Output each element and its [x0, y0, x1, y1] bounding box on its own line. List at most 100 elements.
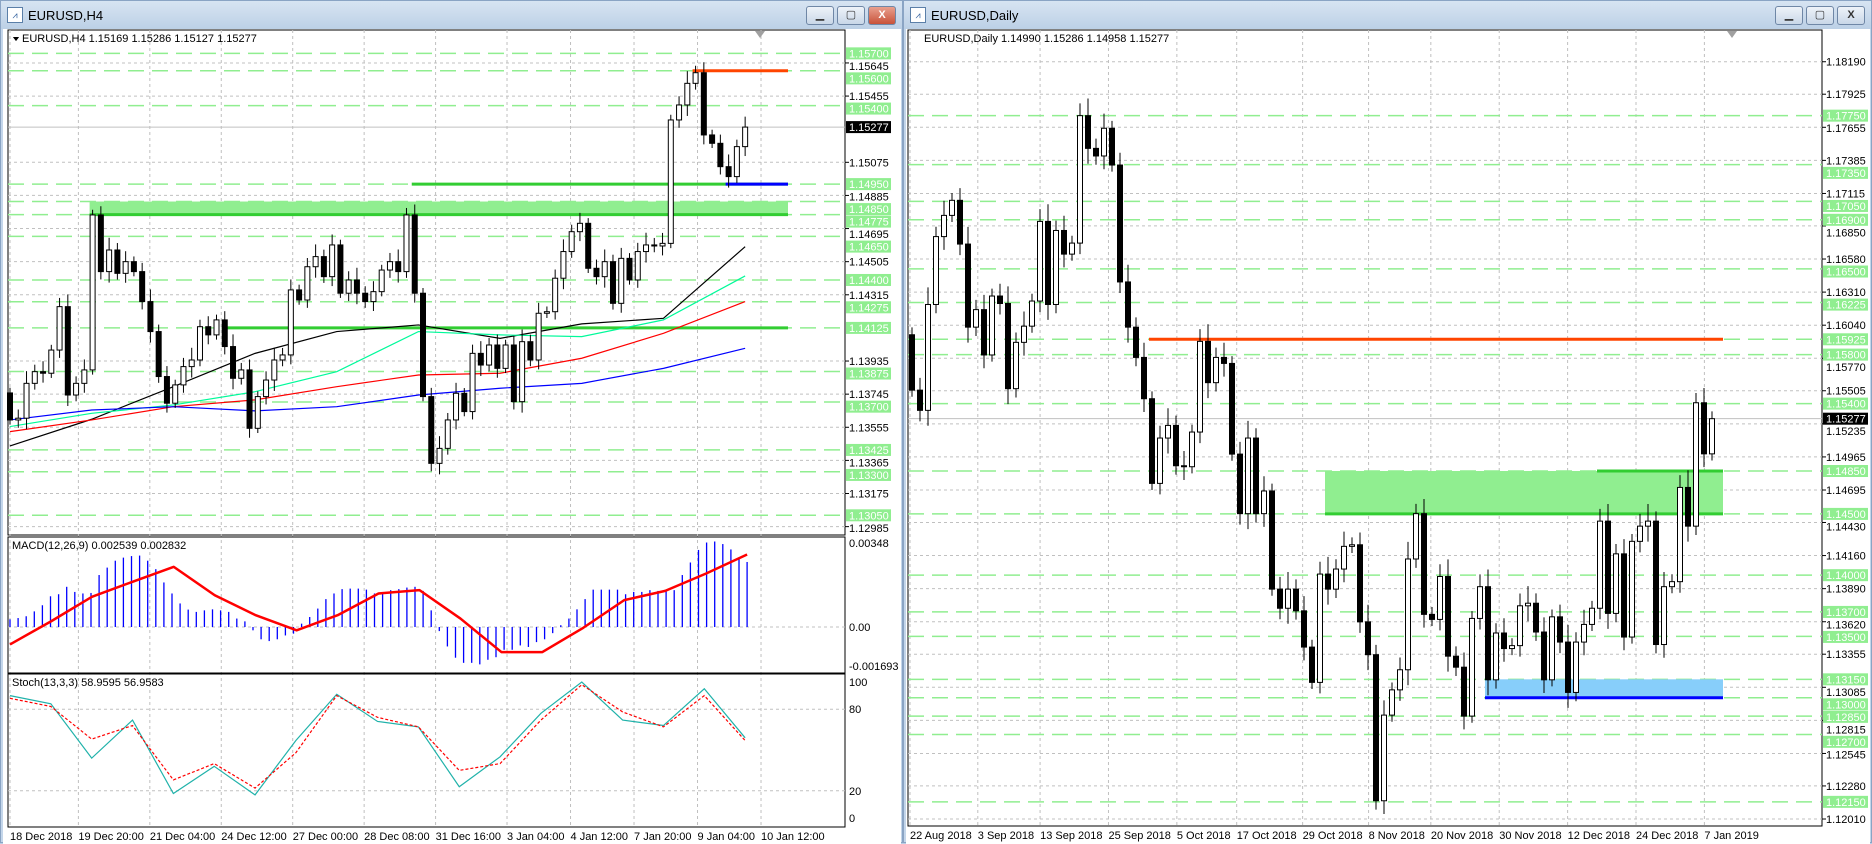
candle-bearish	[1485, 586, 1491, 681]
candle-bullish	[941, 214, 947, 238]
price-axis-label: 1.15235	[1826, 426, 1866, 438]
candle-bearish	[1221, 356, 1227, 364]
candle-bullish	[436, 447, 443, 464]
candle-bullish	[254, 396, 261, 429]
level-price-tag	[846, 215, 891, 228]
candle-bullish	[172, 384, 179, 404]
candle-bearish	[593, 267, 600, 278]
candle-bearish	[461, 392, 468, 413]
candle-bearish	[1701, 402, 1707, 455]
level-price-tag	[1823, 735, 1868, 748]
minimize-button[interactable]: ▁	[806, 6, 834, 25]
candle-bullish	[1285, 588, 1291, 609]
candle-bullish	[1693, 402, 1699, 527]
candle-bullish	[634, 251, 641, 281]
candle-bullish	[1413, 513, 1419, 560]
stoch-label: Stoch(13,3,3) 58.9595 56.9583	[12, 677, 164, 689]
candle-bullish	[1245, 437, 1251, 515]
candle-bearish	[1125, 281, 1131, 328]
shift-marker-icon	[1727, 31, 1737, 38]
candle-bearish	[1541, 631, 1547, 681]
restore-button[interactable]: ▢	[1806, 6, 1834, 25]
candle-bullish	[519, 341, 526, 403]
time-axis-label: 30 Nov 2018	[1499, 830, 1561, 842]
candle-bullish	[1021, 325, 1027, 343]
candle-bullish	[403, 214, 410, 273]
level-price-label: 1.14775	[849, 217, 889, 229]
candle-bullish	[989, 295, 995, 356]
level-price-tag	[846, 468, 891, 481]
level-price-tag	[846, 273, 891, 286]
candle-bearish	[527, 341, 534, 361]
price-axis-label: 1.15505	[1826, 386, 1866, 398]
candle-bullish	[56, 306, 63, 351]
candle-bullish	[1197, 340, 1203, 433]
candle-bearish	[1269, 490, 1275, 590]
candle-bearish	[494, 344, 501, 369]
time-axis-label: 31 Dec 16:00	[436, 831, 501, 843]
level-price-label: 1.17050	[1826, 201, 1866, 213]
close-button[interactable]: X	[868, 6, 896, 25]
time-axis-label: 3 Sep 2018	[978, 830, 1034, 842]
h4-chart-window[interactable]: ⩘ EURUSD,H4 ▁ ▢ X	[0, 0, 903, 844]
candle-bearish	[163, 376, 170, 404]
level-price-label: 1.15800	[1826, 350, 1866, 362]
candle-bullish	[1493, 632, 1499, 681]
candle-bearish	[700, 72, 707, 136]
level-price-label: 1.13875	[849, 369, 889, 381]
candle-bearish	[1253, 437, 1259, 515]
candle-bullish	[1381, 714, 1387, 802]
level-price-label: 1.14850	[1826, 466, 1866, 478]
time-axis-label: 8 Nov 2018	[1369, 830, 1425, 842]
level-price-tag	[846, 443, 891, 456]
daily-title-bar[interactable]: ⩘ EURUSD,Daily ▁ ▢ X	[904, 1, 1871, 29]
level-price-label: 1.13000	[1826, 699, 1866, 711]
h4-symbol-info: EURUSD,H4 1.15169 1.15286 1.15127 1.1527…	[22, 33, 257, 45]
candle-bullish	[48, 349, 55, 374]
moving-average-line	[9, 347, 746, 421]
candle-bullish	[1661, 586, 1667, 646]
candle-bearish	[965, 243, 971, 328]
time-axis-label: 12 Dec 2018	[1568, 830, 1630, 842]
current-price-tag	[1823, 412, 1868, 425]
level-price-tag	[1823, 199, 1868, 212]
h4-title-bar[interactable]: ⩘ EURUSD,H4 ▁ ▢ X	[1, 1, 902, 29]
restore-button[interactable]: ▢	[837, 6, 865, 25]
price-axis-label: 1.16310	[1826, 287, 1866, 299]
candle-bullish	[1629, 540, 1635, 638]
level-price-tag	[1823, 213, 1868, 226]
candle-bearish	[1237, 453, 1243, 515]
level-price-label: 1.15925	[1826, 334, 1866, 346]
level-price-tag	[1823, 569, 1868, 582]
candle-bullish	[15, 417, 22, 421]
zone-rect	[1485, 679, 1723, 698]
level-price-label: 1.13425	[849, 445, 889, 457]
minimize-button[interactable]: ▁	[1775, 6, 1803, 25]
level-price-label: 1.17350	[1826, 168, 1866, 180]
candle-bullish	[1029, 300, 1035, 327]
price-axis-label: 1.13555	[849, 422, 889, 434]
candle-bullish	[1397, 669, 1403, 691]
level-price-tag	[846, 400, 891, 413]
candle-bearish	[725, 166, 732, 178]
candle-bullish	[378, 269, 385, 293]
price-axis-label: 1.15770	[1826, 362, 1866, 374]
candle-bullish	[1581, 623, 1587, 643]
level-price-tag	[1823, 673, 1868, 686]
time-axis-label: 25 Sep 2018	[1108, 830, 1170, 842]
h4-chart-area[interactable]	[3, 29, 901, 844]
level-price-label: 1.14500	[1826, 509, 1866, 521]
level-price-label: 1.15400	[849, 104, 889, 116]
moving-average-line	[9, 275, 746, 428]
time-axis-label: 5 Oct 2018	[1177, 830, 1231, 842]
candle-bullish	[1213, 356, 1219, 384]
close-button[interactable]: X	[1837, 6, 1865, 25]
candle-bullish	[1037, 220, 1043, 302]
candle-bullish	[576, 222, 583, 233]
candle-bullish	[933, 236, 939, 305]
candle-bearish	[7, 392, 13, 421]
candle-bearish	[1173, 424, 1179, 467]
candle-bullish	[1341, 545, 1347, 570]
candle-bullish	[122, 261, 129, 274]
